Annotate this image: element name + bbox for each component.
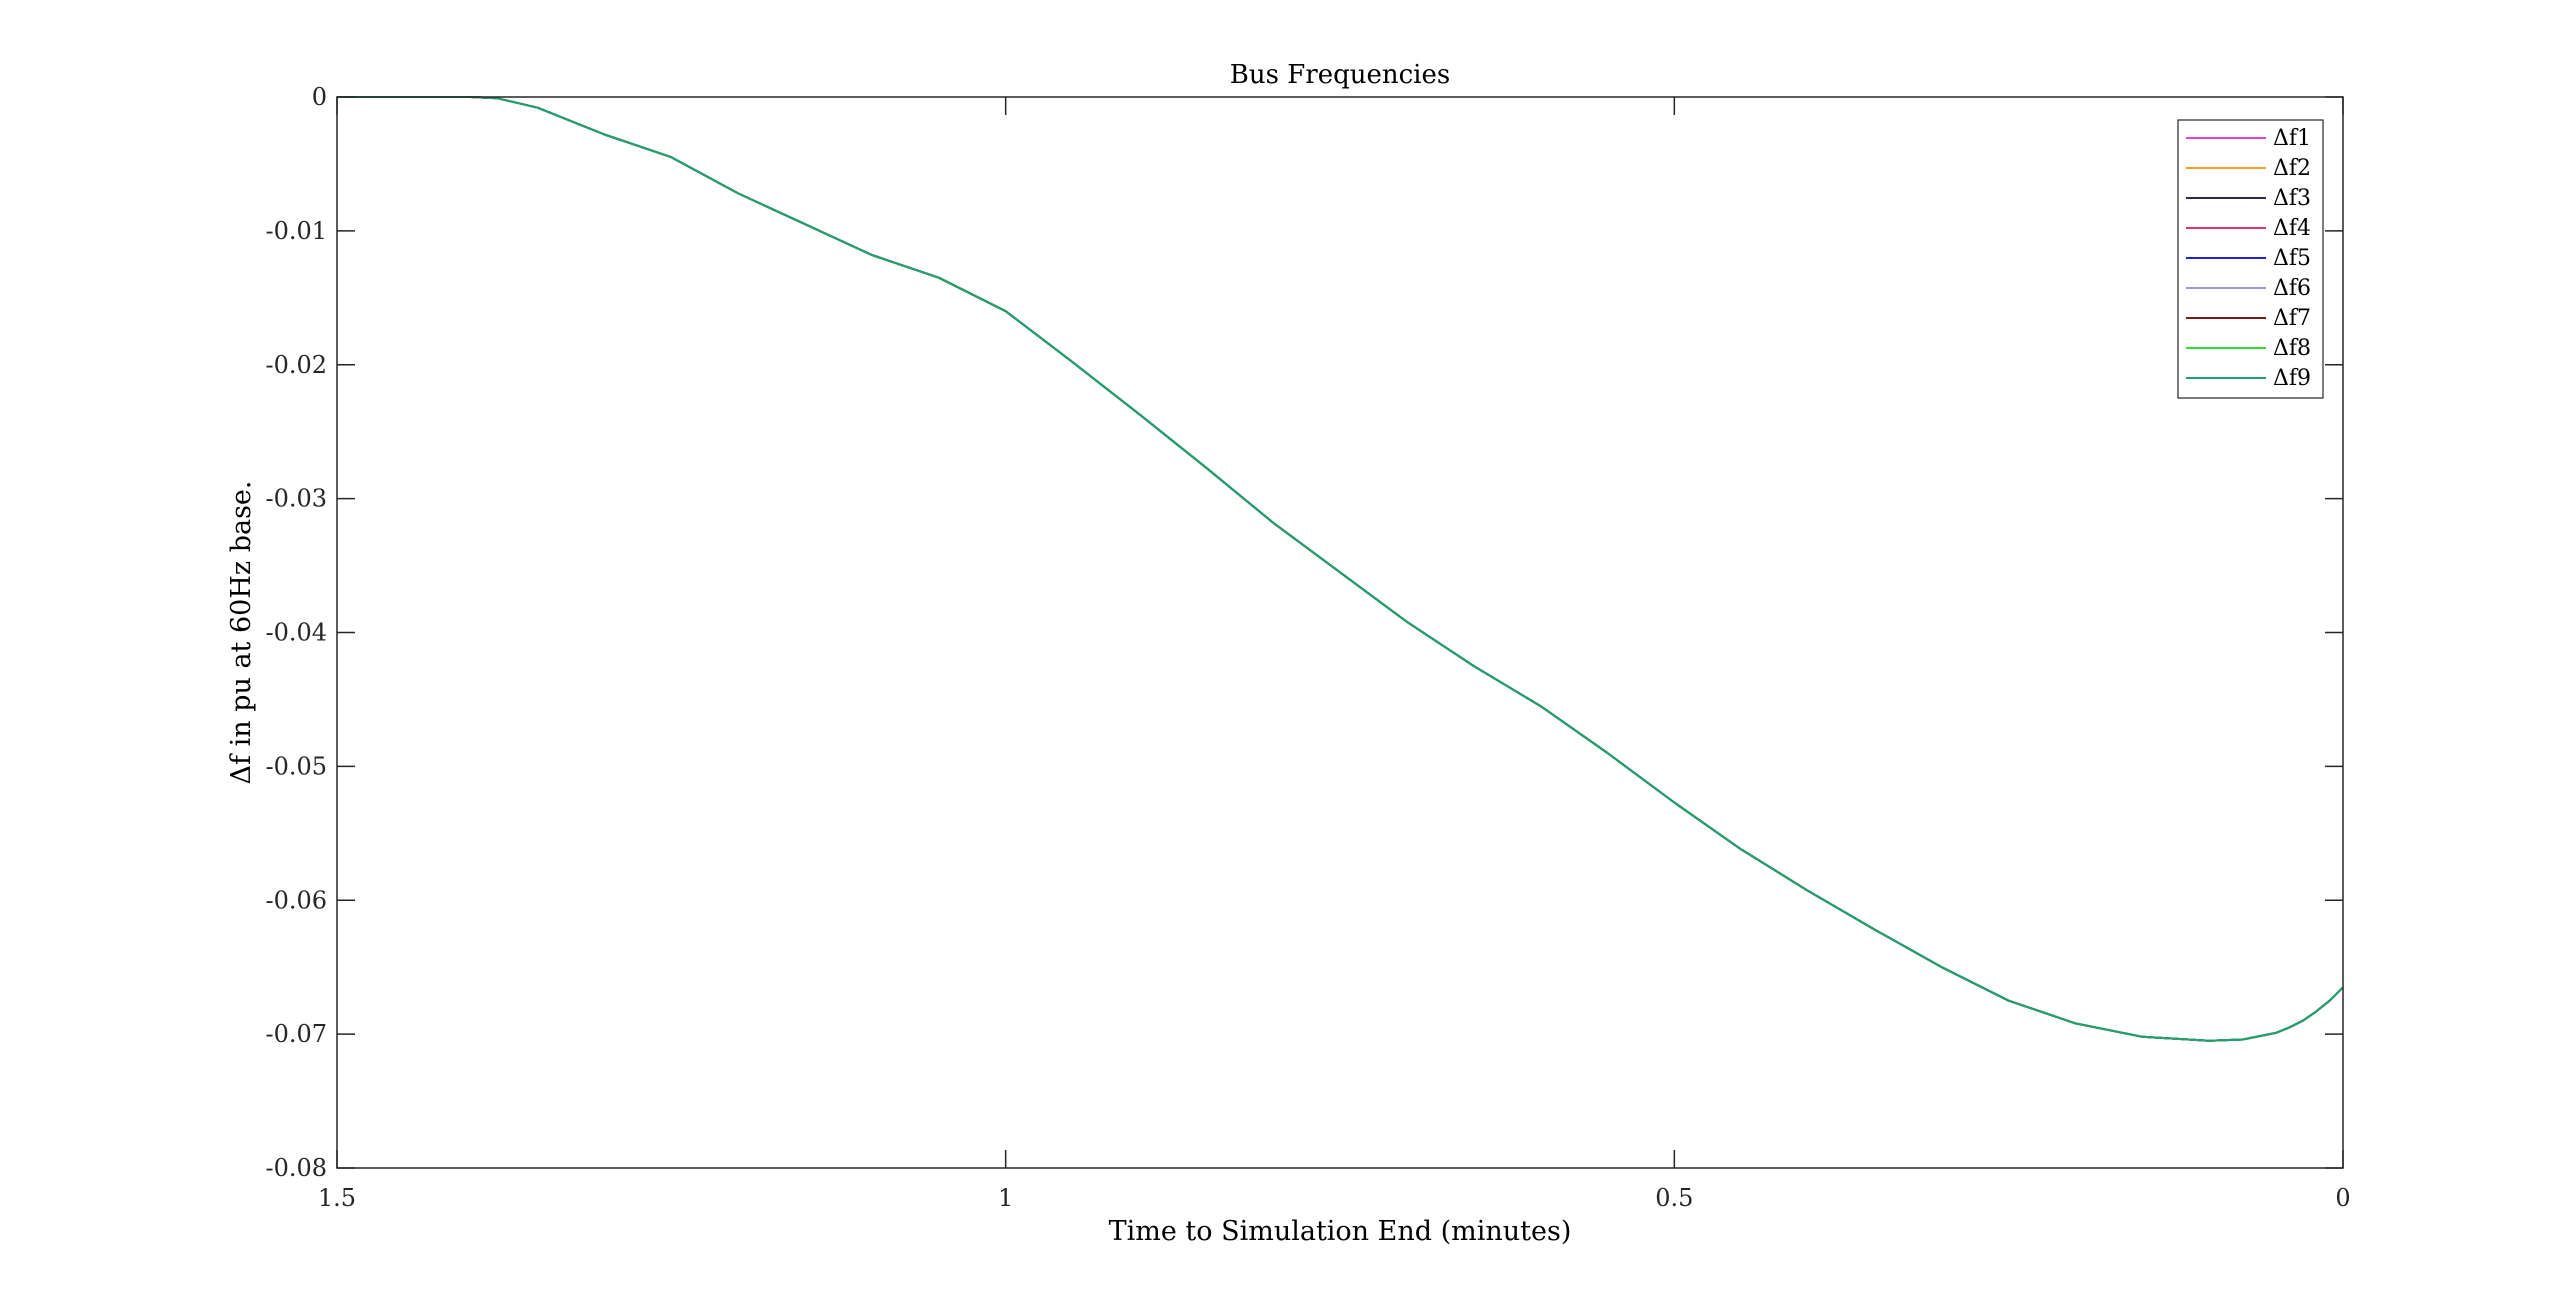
- y-tick-label: 0: [312, 83, 327, 111]
- y-tick-label: -0.03: [265, 485, 327, 513]
- legend-entry-label: Δf6: [2273, 276, 2311, 301]
- y-axis-label: Δf in pu at 60Hz base.: [226, 481, 257, 785]
- x-tick-label: 0.5: [1655, 1184, 1693, 1212]
- legend-entry-label: Δf9: [2273, 366, 2311, 391]
- x-tick-label: 0: [2335, 1184, 2350, 1212]
- legend-entry-label: Δf3: [2273, 186, 2311, 211]
- y-tick-label: -0.04: [265, 619, 327, 647]
- legend-entry-label: Δf2: [2273, 156, 2311, 181]
- series-line-9: [337, 96, 2344, 1042]
- series-layer: [337, 96, 2344, 1042]
- x-tick-label: 1.5: [318, 1184, 356, 1212]
- x-tick-label: 1: [998, 1184, 1013, 1212]
- chart-title: Bus Frequencies: [1230, 60, 1450, 90]
- legend-entry-label: Δf7: [2273, 306, 2311, 331]
- y-tick-label: -0.08: [265, 1154, 327, 1182]
- legend-entry-label: Δf5: [2273, 246, 2311, 271]
- y-tick-label: -0.02: [265, 351, 327, 379]
- legend: Δf1 Δf2 Δf3 Δf4 Δf5 Δf6 Δf7 Δf8 Δf9: [2177, 119, 2324, 399]
- legend-entry-label: Δf8: [2273, 336, 2311, 361]
- x-axis-label: Time to Simulation End (minutes): [1109, 1216, 1572, 1247]
- y-tick-label: -0.06: [265, 886, 327, 914]
- y-tick-label: -0.07: [265, 1020, 327, 1048]
- tick-layer: 1.5 1 0.5 0 0 -0.01 -0.02 -0.03 -0.04 -0.05 -0.06 -…: [265, 83, 2350, 1212]
- y-tick-label: -0.01: [265, 217, 327, 245]
- y-tick-label: -0.05: [265, 752, 327, 780]
- legend-entry-label: Δf4: [2273, 216, 2311, 241]
- legend-entry-label: Δf1: [2273, 126, 2311, 151]
